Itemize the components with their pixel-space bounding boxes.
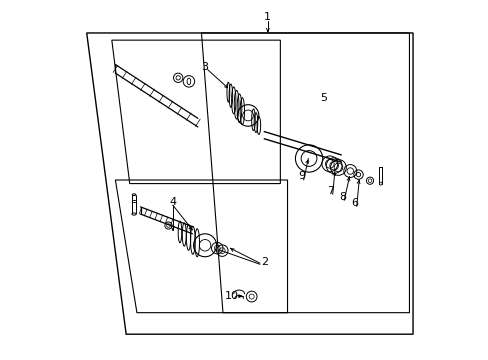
Text: 9: 9	[298, 171, 305, 181]
Text: 1: 1	[264, 12, 271, 22]
Text: 6: 6	[351, 198, 358, 208]
Text: 7: 7	[326, 186, 333, 197]
Text: 2: 2	[260, 257, 267, 267]
Text: 4: 4	[169, 197, 176, 207]
Text: 8: 8	[339, 192, 346, 202]
Text: 5: 5	[319, 93, 326, 103]
Text: 10: 10	[224, 291, 239, 301]
Text: 3: 3	[201, 62, 208, 72]
